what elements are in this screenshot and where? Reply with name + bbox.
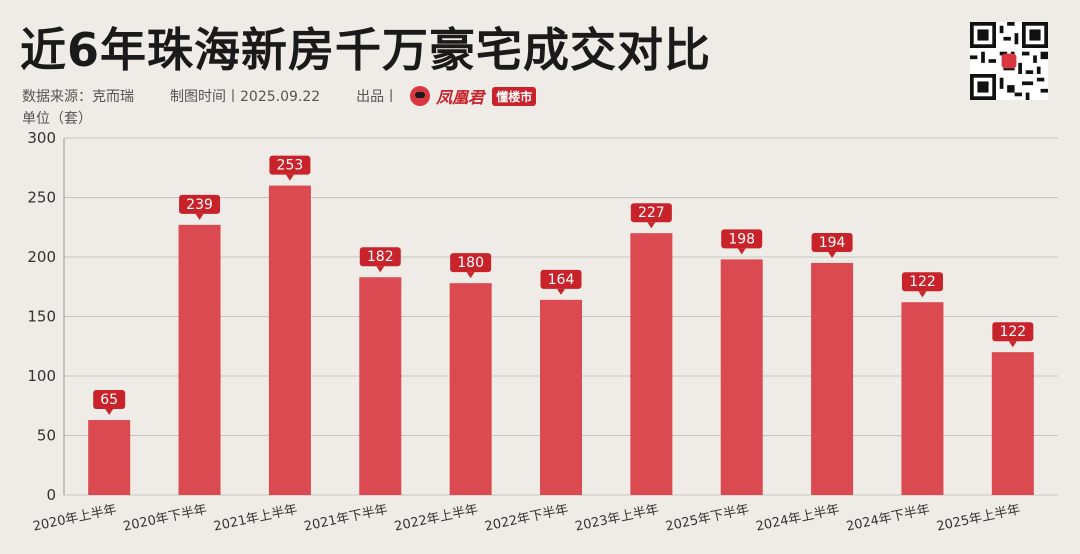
data-label-pointer: [195, 213, 204, 220]
data-label-pointer: [647, 222, 656, 229]
y-tick-label: 300: [27, 129, 56, 147]
x-tick-label: 2022年下半年: [483, 502, 569, 534]
publisher-text: 出品丨: [356, 89, 399, 105]
brand-name: 凤凰君: [436, 88, 485, 107]
brand-tag: 懂楼市: [492, 86, 537, 106]
bar: [901, 302, 944, 495]
bar: [540, 299, 582, 495]
bar: [359, 277, 402, 495]
x-tick-label: 2021年下半年: [303, 502, 389, 534]
data-label: 122: [909, 274, 936, 290]
data-label-bubble: [269, 155, 311, 175]
data-label: 182: [367, 249, 394, 265]
bar: [88, 420, 131, 495]
x-tick-label: 2022年上半年: [393, 502, 479, 534]
data-label: 164: [548, 272, 575, 288]
date-text: 制图时间丨2025.09.22: [170, 89, 321, 105]
data-label: 198: [728, 231, 755, 247]
x-tick-label: 2020年上半年: [32, 502, 118, 534]
x-tick-label: 2024年下半年: [845, 502, 931, 534]
data-label-bubble: [93, 390, 126, 410]
data-label-bubble: [359, 247, 401, 267]
y-tick-label: 50: [37, 427, 56, 445]
bar: [630, 233, 673, 495]
x-tick-label: 2024年上半年: [755, 502, 841, 534]
x-tick-label: 2025年上半年: [935, 502, 1021, 534]
source-text: 数据来源：克而瑞: [22, 89, 134, 105]
data-label-bubble: [540, 269, 582, 289]
data-label-pointer: [737, 248, 746, 255]
bar: [991, 352, 1034, 495]
y-tick-label: 0: [46, 486, 56, 504]
bar: [449, 283, 492, 495]
data-label: 194: [819, 235, 846, 251]
data-label-bubble: [721, 229, 763, 249]
data-label-bubble: [179, 194, 221, 214]
bar: [178, 224, 221, 495]
data-label: 239: [186, 197, 213, 213]
x-tick-label: 2021年上半年: [212, 502, 298, 534]
page-title: 近6年珠海新房千万豪宅成交对比: [20, 23, 712, 77]
data-label-bubble: [630, 203, 672, 223]
bar: [720, 259, 763, 495]
data-label-pointer: [466, 272, 475, 279]
data-label: 227: [638, 205, 665, 221]
bar: [811, 262, 854, 495]
data-label: 65: [100, 392, 118, 408]
data-label: 122: [999, 324, 1026, 340]
meta-line: 数据来源：克而瑞 制图时间丨2025.09.22 出品丨 凤凰君 懂楼市: [22, 84, 548, 108]
x-tick-label: 2020年下半年: [122, 502, 208, 534]
data-label-bubble: [450, 253, 492, 273]
data-label-pointer: [828, 251, 837, 258]
y-tick-label: 100: [27, 367, 56, 385]
data-label-pointer: [918, 291, 927, 298]
data-label-pointer: [285, 174, 294, 181]
data-label-pointer: [1008, 341, 1017, 348]
bar: [268, 185, 311, 495]
data-label-bubble: [811, 232, 853, 252]
data-label-pointer: [557, 288, 565, 295]
data-label: 180: [457, 255, 484, 271]
y-tick-label: 150: [27, 308, 56, 326]
y-tick-label: 200: [27, 248, 56, 266]
data-label: 253: [277, 158, 304, 174]
data-label-bubble: [992, 322, 1034, 342]
qr-code-icon[interactable]: [970, 22, 1048, 100]
x-tick-label: 2023年上半年: [574, 502, 660, 534]
data-label-bubble: [901, 272, 943, 292]
x-tick-label: 2025年下半年: [664, 502, 750, 534]
phoenix-icon: [410, 86, 431, 106]
data-label-pointer: [376, 266, 385, 273]
y-tick-label: 250: [27, 189, 56, 207]
data-label-pointer: [105, 409, 114, 416]
brand-logo: 凤凰君 懂楼市: [410, 84, 542, 108]
unit-label: 单位（套）: [22, 111, 92, 127]
